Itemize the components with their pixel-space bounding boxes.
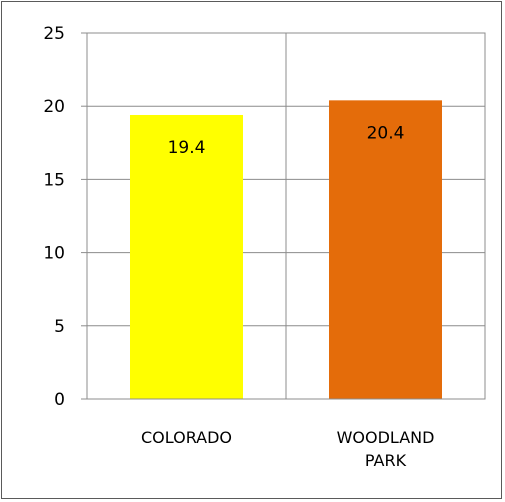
x-category-label-1: WOODLAND PARK (337, 428, 435, 470)
plot-area-border (86, 32, 486, 400)
data-labels: 19.4 20.4 (168, 123, 405, 158)
data-label-1: 20.4 (367, 123, 405, 143)
y-axis-ticks: 0 5 10 15 20 25 (43, 24, 87, 410)
y-tick-label-3: 15 (43, 170, 65, 190)
x-axis-labels: COLORADO WOODLAND PARK (141, 428, 434, 470)
y-tick-label-2: 10 (43, 244, 65, 264)
y-tick-label-1: 5 (54, 317, 65, 337)
bar-1 (329, 100, 442, 400)
bars (130, 100, 442, 400)
data-label-0: 19.4 (168, 138, 206, 158)
x-category-label-0: COLORADO (141, 428, 232, 447)
plot-border (86, 32, 486, 400)
y-tick-label-0: 0 (54, 390, 65, 410)
y-tick-label-5: 25 (43, 24, 65, 44)
bar-0 (130, 114, 243, 399)
y-tick-label-4: 20 (43, 97, 65, 117)
